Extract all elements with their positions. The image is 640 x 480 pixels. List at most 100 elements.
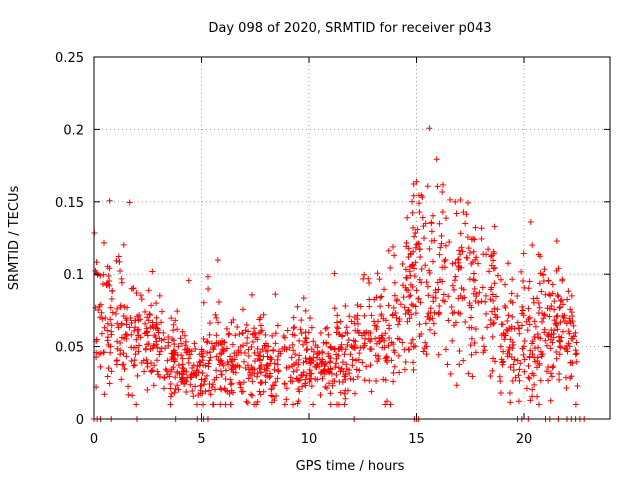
data-point bbox=[256, 352, 263, 359]
y-tick-label: 0 bbox=[76, 413, 84, 428]
data-point bbox=[349, 362, 356, 369]
data-point bbox=[436, 251, 443, 258]
data-point bbox=[391, 252, 398, 259]
data-point bbox=[331, 305, 338, 312]
data-point bbox=[104, 263, 111, 270]
data-point bbox=[227, 376, 234, 383]
data-point bbox=[342, 371, 349, 378]
data-point bbox=[354, 316, 361, 323]
data-point bbox=[97, 363, 104, 370]
data-point bbox=[531, 381, 538, 388]
data-point bbox=[156, 351, 163, 358]
data-point bbox=[457, 230, 464, 237]
data-point bbox=[419, 214, 426, 221]
data-point bbox=[205, 360, 212, 367]
data-point bbox=[138, 296, 145, 303]
data-point bbox=[152, 324, 159, 331]
data-point bbox=[574, 382, 581, 389]
data-point bbox=[281, 381, 288, 388]
data-point bbox=[321, 361, 328, 368]
data-point bbox=[541, 326, 548, 333]
data-point bbox=[176, 370, 183, 377]
data-point bbox=[542, 337, 549, 344]
data-point bbox=[137, 316, 144, 323]
data-point bbox=[108, 295, 115, 302]
data-point bbox=[294, 400, 301, 407]
data-point bbox=[337, 344, 344, 351]
data-point bbox=[149, 319, 156, 326]
data-point bbox=[491, 265, 498, 272]
data-point bbox=[416, 200, 423, 207]
data-point bbox=[448, 303, 455, 310]
data-point bbox=[408, 301, 415, 308]
data-point bbox=[167, 368, 174, 375]
data-point bbox=[375, 353, 382, 360]
data-point bbox=[447, 196, 454, 203]
data-point bbox=[402, 266, 409, 273]
data-point bbox=[119, 362, 126, 369]
data-point bbox=[213, 314, 220, 321]
data-point bbox=[478, 298, 485, 305]
data-point bbox=[435, 351, 442, 358]
data-point bbox=[332, 360, 339, 367]
data-point bbox=[410, 224, 417, 231]
data-point bbox=[457, 197, 464, 204]
data-point bbox=[281, 334, 288, 341]
data-point bbox=[407, 281, 414, 288]
data-point bbox=[530, 299, 537, 306]
data-point bbox=[420, 223, 427, 230]
data-point bbox=[380, 315, 387, 322]
data-point bbox=[514, 292, 521, 299]
data-point bbox=[374, 270, 381, 277]
data-point bbox=[272, 340, 279, 347]
data-point bbox=[249, 392, 256, 399]
data-point bbox=[435, 286, 442, 293]
data-point bbox=[93, 259, 100, 266]
data-point bbox=[307, 315, 314, 322]
data-point bbox=[395, 352, 402, 359]
data-point bbox=[411, 233, 418, 240]
data-point bbox=[557, 319, 564, 326]
data-point bbox=[380, 376, 387, 383]
data-point bbox=[272, 330, 279, 337]
data-point bbox=[361, 271, 368, 278]
data-point bbox=[97, 272, 104, 279]
y-axis-label: SRMTID / TECUs bbox=[7, 186, 22, 291]
data-point bbox=[223, 325, 230, 332]
data-point bbox=[382, 330, 389, 337]
data-point bbox=[529, 242, 536, 249]
data-point bbox=[172, 386, 179, 393]
plot-frame bbox=[93, 56, 611, 420]
data-point bbox=[357, 303, 364, 310]
data-point bbox=[258, 327, 265, 334]
data-point bbox=[497, 276, 504, 283]
data-point bbox=[572, 329, 579, 336]
data-point bbox=[341, 390, 348, 397]
data-point bbox=[199, 353, 206, 360]
data-point bbox=[416, 321, 423, 328]
data-point bbox=[283, 385, 290, 392]
data-point bbox=[549, 373, 556, 380]
data-point bbox=[124, 304, 131, 311]
data-point bbox=[451, 286, 458, 293]
data-point bbox=[190, 393, 197, 400]
data-point bbox=[421, 235, 428, 242]
data-point bbox=[303, 358, 310, 365]
data-point bbox=[165, 333, 172, 340]
data-point bbox=[479, 335, 486, 342]
data-point bbox=[133, 336, 140, 343]
data-point bbox=[291, 324, 298, 331]
data-point bbox=[199, 370, 206, 377]
data-point bbox=[546, 305, 553, 312]
data-point bbox=[257, 314, 264, 321]
data-point bbox=[300, 369, 307, 376]
data-point bbox=[331, 345, 338, 352]
data-point bbox=[507, 399, 514, 406]
data-point bbox=[343, 324, 350, 331]
data-point bbox=[348, 318, 355, 325]
data-point bbox=[178, 352, 185, 359]
data-point bbox=[412, 310, 419, 317]
data-point bbox=[298, 330, 305, 337]
data-point bbox=[293, 367, 300, 374]
